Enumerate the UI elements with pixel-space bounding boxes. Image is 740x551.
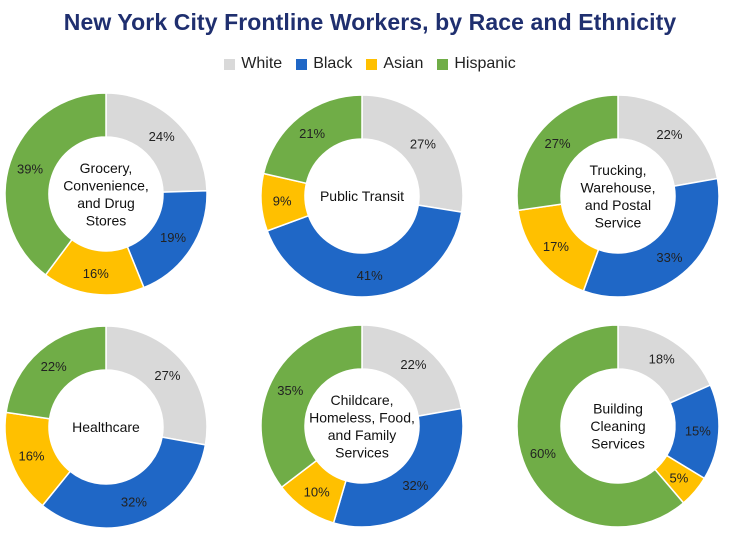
donut-center-label: Childcare, Homeless, Food, and Family Servi… [309, 392, 415, 461]
legend-item-black: Black [296, 55, 352, 73]
legend-label-white: White [241, 55, 283, 72]
slice-black [41, 436, 207, 529]
donut-chart-4: 27% 32% 16% 22% Healthcare [4, 325, 208, 529]
legend-item-asian: Asian [366, 55, 423, 73]
legend-swatch-hispanic [437, 58, 449, 70]
donut-center-label: Public Transit [320, 188, 404, 204]
legend-label-black: Black [313, 55, 353, 72]
data-label-asian: 17% [543, 239, 569, 254]
slice-hispanic [516, 324, 685, 528]
donut-chart-2: 27% 41% 9% 21% Public Transit [260, 94, 464, 298]
slice-white [361, 94, 464, 213]
legend-label-hispanic: Hispanic [454, 55, 516, 72]
data-label-asian: 5% [670, 470, 689, 485]
data-label-hispanic: 39% [17, 161, 43, 176]
legend-swatch-black [296, 58, 308, 70]
slice-hispanic [260, 324, 363, 489]
chart-title: New York City Frontline Workers, by Race… [63, 9, 677, 35]
legend-swatch-asian [366, 58, 378, 70]
data-label-black: 41% [357, 268, 383, 283]
legend-item-white: White [224, 55, 282, 73]
data-label-black: 19% [160, 230, 186, 245]
data-label-black: 32% [121, 494, 147, 509]
slice-hispanic [4, 92, 107, 276]
data-label-asian: 16% [83, 266, 109, 281]
donut-chart-6: 18% 15% 5% 60% Building Cleaning Services [516, 324, 720, 528]
slice-black [266, 204, 463, 298]
data-label-white: 27% [410, 137, 436, 152]
slice-black [582, 177, 720, 298]
legend-item-hispanic: Hispanic [437, 55, 516, 73]
slice-white [105, 325, 208, 446]
data-label-hispanic: 27% [545, 136, 571, 151]
donut-chart-1: 24% 19% 16% 39% Grocery, Convenience, and Drug… [4, 92, 208, 296]
data-label-asian: 10% [304, 484, 330, 499]
donut-chart-3: 22% 33% 17% 27% Trucking, Warehouse, and Posta… [516, 94, 720, 298]
data-label-hispanic: 21% [299, 126, 325, 141]
slice-hispanic [516, 94, 619, 212]
data-label-white: 18% [649, 351, 675, 366]
slice-hispanic [5, 325, 107, 420]
data-label-asian: 16% [18, 449, 44, 464]
data-label-black: 15% [685, 424, 711, 439]
donut-center-label: Building Cleaning Services [590, 401, 645, 452]
slice-white [105, 92, 208, 193]
data-label-white: 24% [149, 129, 175, 144]
data-label-white: 22% [400, 357, 426, 372]
data-label-hispanic: 22% [41, 359, 67, 374]
donut-chart-5: 22% 32% 10% 35% Childcare, Homeless, Food, and… [260, 324, 464, 528]
legend-swatch-white [224, 58, 236, 70]
data-label-hispanic: 60% [530, 446, 556, 461]
donut-center-label: Trucking, Warehouse, and Postal Service [581, 162, 656, 231]
data-label-white: 22% [656, 127, 682, 142]
data-label-black: 32% [402, 478, 428, 493]
data-label-hispanic: 35% [277, 383, 303, 398]
donut-center-label: Healthcare [72, 419, 140, 435]
data-label-white: 27% [154, 368, 180, 383]
legend: White Black Asian Hispanic [0, 55, 740, 73]
legend-label-asian: Asian [383, 55, 424, 72]
data-label-black: 33% [656, 250, 682, 265]
slice-hispanic [262, 94, 363, 185]
data-label-asian: 9% [273, 194, 292, 209]
slice-black [332, 407, 464, 528]
donut-center-label: Grocery, Convenience, and Drug Stores [63, 160, 149, 229]
